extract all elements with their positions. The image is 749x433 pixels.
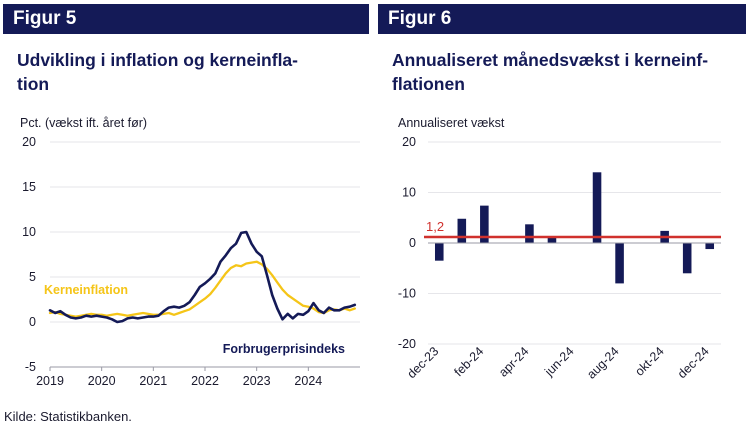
bar-aug-24	[615, 243, 624, 284]
series-line-forbrugerprisindeks	[48, 230, 357, 324]
y-tick-label: -20	[398, 337, 416, 351]
figure-5-panel: Figur 5 Udvikling i inflation og kernein…	[3, 4, 369, 96]
bar-jan-24	[457, 218, 467, 243]
bar-feb-24	[480, 205, 489, 243]
y-tick-label: 0	[409, 236, 416, 250]
y-tick-label: 10	[22, 225, 36, 239]
bar-maj-24	[547, 236, 557, 243]
figure-6-title: Annualiseret månedsvækst i kerneinf- fla…	[392, 50, 709, 94]
x-tick-label: 2019	[36, 374, 64, 388]
x-tick-label: okt-24	[632, 344, 666, 378]
y-axis-label: Annualiseret vækst	[398, 116, 505, 130]
source-note: Kilde: Statistikbanken.	[4, 409, 132, 424]
y-axis-label: Pct. (vækst ift. året før)	[20, 116, 147, 130]
y-tick-label: 10	[402, 186, 416, 200]
x-tick-label: 2023	[243, 374, 271, 388]
figure-6-panel: Figur 6 Annualiseret månedsvækst i kerne…	[378, 4, 746, 96]
series-label-forbrugerprisindeks: Forbrugerprisindeks	[223, 342, 345, 356]
x-tick-label: aug-24	[584, 344, 621, 381]
bar-jul-24	[592, 172, 602, 243]
series-line-kerneinflation	[48, 260, 356, 318]
y-tick-label: 5	[29, 270, 36, 284]
x-tick-label: dec-24	[675, 344, 712, 381]
x-tick-label: jun-24	[541, 344, 576, 379]
y-tick-label: 20	[402, 135, 416, 149]
figure-6-label: Figur 6	[378, 4, 746, 34]
y-tick-label: 15	[22, 180, 36, 194]
y-tick-label: 0	[29, 315, 36, 329]
y-tick-label: -10	[398, 287, 416, 301]
x-tick-label: apr-24	[496, 344, 531, 379]
reference-line-label: 1,2	[426, 219, 444, 234]
x-tick-label: 2021	[139, 374, 167, 388]
figure-5-title: Udvikling i inflation og kerneinfla- tio…	[17, 50, 298, 94]
bar-apr-24	[525, 224, 534, 243]
bar-nov-24	[682, 243, 692, 274]
y-tick-label: -5	[25, 360, 36, 374]
x-tick-label: 2024	[294, 374, 322, 388]
line-chart: Pct. (vækst ift. året før) 20 15 10 5 0 -52019…	[20, 116, 360, 388]
figure-5-label: Figur 5	[3, 4, 369, 34]
x-tick-label: 2020	[88, 374, 116, 388]
x-tick-label: 2022	[191, 374, 219, 388]
x-tick-label: feb-24	[451, 344, 486, 379]
bar-dec-24	[705, 243, 715, 250]
y-tick-label: 20	[22, 135, 36, 149]
bar-dec-23	[434, 243, 444, 261]
series-label-kerneinflation: Kerneinflation	[44, 283, 128, 297]
